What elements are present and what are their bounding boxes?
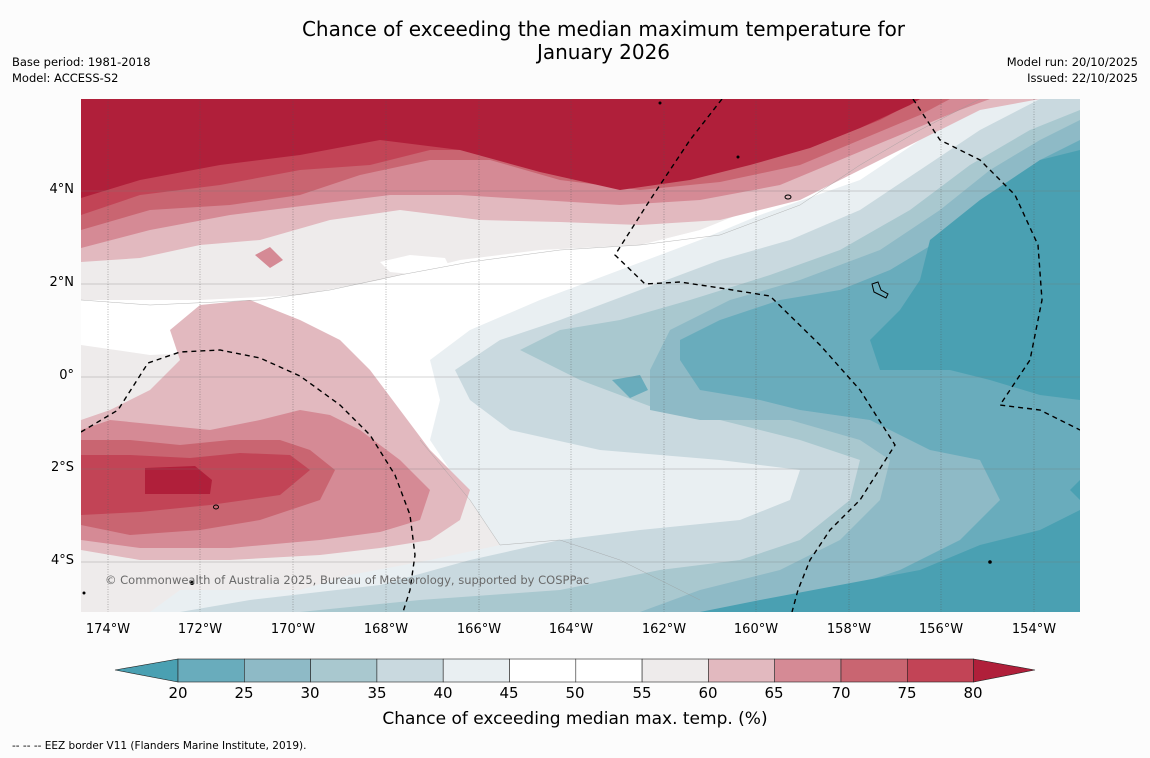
island-small-2 xyxy=(213,504,219,510)
contour-20-25-b xyxy=(612,375,648,398)
model-name: Model: ACCESS-S2 xyxy=(12,70,119,85)
colorbar-tick: 50 xyxy=(565,684,585,702)
colorbar-35-40 xyxy=(376,658,444,683)
colorbar-tick: 45 xyxy=(499,684,519,702)
x-tick-label: 164°W xyxy=(548,622,594,637)
x-tick-label: 170°W xyxy=(270,622,316,637)
x-tick-label: 160°W xyxy=(733,622,779,637)
colorbar-60-65 xyxy=(708,658,776,683)
colorbar-lt20 xyxy=(114,658,179,683)
model-run: Model run: 20/10/2025 xyxy=(1006,55,1138,69)
colorbar-20-25 xyxy=(177,658,245,683)
contour-lt20-b xyxy=(700,510,1080,612)
colorbar-tick: 20 xyxy=(168,684,188,702)
colorbar-tick: 30 xyxy=(300,684,320,702)
title-line-1: Chance of exceeding the median maximum t… xyxy=(301,17,906,41)
island-small-3 xyxy=(190,581,194,585)
x-tick-label: 172°W xyxy=(177,622,223,637)
colorbar xyxy=(114,658,1036,683)
graticule-meridians xyxy=(107,99,1035,612)
contour-lines xyxy=(81,99,981,601)
meta-left: Base period: 1981-2018 Model: ACCESS-S2 xyxy=(12,55,151,86)
eez-border-central xyxy=(614,99,896,612)
colorbar-tick: 40 xyxy=(433,684,453,702)
meta-right: Model run: 20/10/2025 Issued: 22/10/2025 xyxy=(1007,55,1138,86)
colorbar-75-80 xyxy=(906,658,974,683)
contour-lt20-c xyxy=(1070,480,1080,500)
eez-border-west xyxy=(81,349,416,612)
x-tick-label: 156°W xyxy=(918,622,964,637)
chart-title: Chance of exceeding the median maximum t… xyxy=(0,18,1150,64)
colorbar-tick: 70 xyxy=(831,684,851,702)
y-tick-label: 4°S xyxy=(50,553,74,568)
copyright-notice: © Commonwealth of Australia 2025, Bureau… xyxy=(105,573,590,587)
x-tick-label: 174°W xyxy=(85,622,131,637)
colorbar-70-75 xyxy=(840,658,908,683)
x-tick-label: 158°W xyxy=(826,622,872,637)
base-period: Base period: 1981-2018 xyxy=(12,55,151,69)
x-tick-label: 166°W xyxy=(456,622,502,637)
eez-border-east xyxy=(912,99,1080,431)
contour-gt80-south xyxy=(145,466,212,494)
colorbar-40-45 xyxy=(442,658,510,683)
island-small-7 xyxy=(82,591,86,595)
island-small-4 xyxy=(658,101,662,105)
issued-date: Issued: 22/10/2025 xyxy=(1027,70,1138,85)
colorbar-label: Chance of exceeding median max. temp. (%… xyxy=(382,709,768,729)
colorbar-gt80 xyxy=(973,658,1036,683)
colorbar-55-60 xyxy=(641,658,709,683)
x-tick-label: 162°W xyxy=(641,622,687,637)
colorbar-tick: 60 xyxy=(698,684,718,702)
map-area xyxy=(81,99,1080,612)
colorbar-tick: 65 xyxy=(764,684,784,702)
colorbar-tick: 80 xyxy=(963,684,983,702)
title-line-2: January 2026 xyxy=(536,40,671,64)
contour-lt20 xyxy=(870,150,1080,400)
island-small-6 xyxy=(988,560,992,564)
colorbar-25-30 xyxy=(244,658,311,683)
x-tick-label: 154°W xyxy=(1011,622,1057,637)
colorbar-tick: 25 xyxy=(234,684,254,702)
y-tick-label: 2°S xyxy=(50,460,74,475)
colorbar-45-50 xyxy=(509,658,577,683)
eez-borders xyxy=(81,99,1080,612)
y-tick-label: 0° xyxy=(59,368,74,383)
y-tick-label: 4°N xyxy=(49,182,75,197)
graticule-parallels xyxy=(81,190,1080,563)
contour-gt80-north xyxy=(81,99,920,198)
islands xyxy=(82,101,992,595)
colorbar-tick: 75 xyxy=(897,684,917,702)
x-tick-label: 168°W xyxy=(363,622,409,637)
eez-legend-note: -- -- -- EEZ border V11 (Flanders Marine… xyxy=(12,740,307,752)
colorbar-tick: 55 xyxy=(632,684,652,702)
island-small-1 xyxy=(784,194,792,200)
colorbar-tick: 35 xyxy=(367,684,387,702)
colorbar-50-55 xyxy=(575,658,643,683)
island-small-5 xyxy=(736,155,740,159)
island-kiritimati xyxy=(871,281,889,299)
colorbar-30-35 xyxy=(310,658,378,683)
y-tick-label: 2°N xyxy=(49,275,75,290)
contour-50-white-blob xyxy=(380,255,450,275)
contour-60-65-blob xyxy=(255,247,283,268)
colorbar-65-70 xyxy=(774,658,842,683)
